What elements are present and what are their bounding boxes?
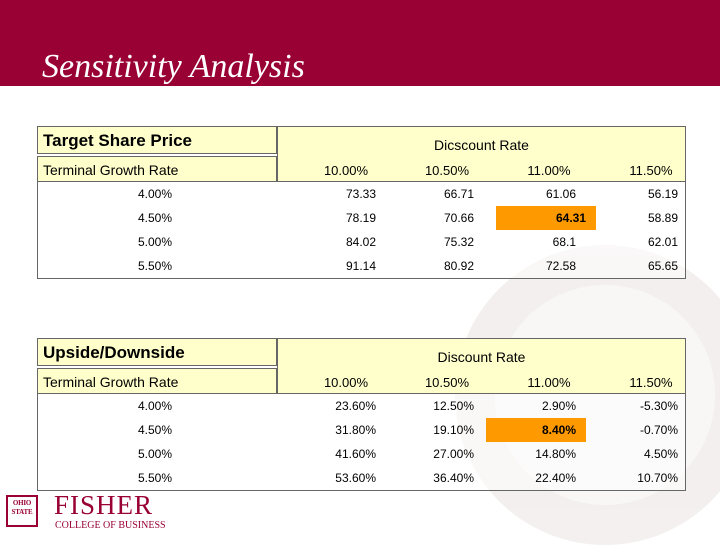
terminal-growth-label: Terminal Growth Rate — [37, 368, 277, 394]
upside-downside-section: Upside/Downside Terminal Growth Rate Dis… — [37, 338, 686, 491]
growth-rate-cell: 4.50% — [138, 423, 173, 437]
upside-downside-header: Upside/Downside Terminal Growth Rate Dis… — [37, 338, 686, 394]
share-price-grid: 4.00% 73.33 66.71 61.06 56.19 4.50% 78.1… — [37, 182, 686, 279]
value-cell: 58.89 — [647, 211, 678, 225]
terminal-growth-label: Terminal Growth Rate — [37, 156, 277, 182]
table-row: 4.00% 73.33 66.71 61.06 56.19 — [38, 182, 685, 206]
value-cell: 14.80% — [535, 447, 576, 461]
value-cell: 73.33 — [345, 187, 376, 201]
column-header: 10.50% — [424, 163, 470, 178]
value-cell: 23.60% — [335, 399, 376, 413]
fisher-wordmark: FISHER — [54, 490, 154, 520]
value-cell: 66.71 — [443, 187, 474, 201]
column-header: 11.50% — [629, 375, 673, 390]
share-price-title: Target Share Price — [37, 126, 277, 154]
share-price-header: Target Share Price Terminal Growth Rate … — [37, 126, 686, 182]
table-row: 5.00% 41.60% 27.00% 14.80% 4.50% — [38, 442, 685, 466]
upside-downside-title: Upside/Downside — [37, 338, 277, 366]
value-cell: 22.40% — [535, 471, 576, 485]
value-cell: 80.92 — [443, 259, 474, 273]
value-cell: 91.14 — [345, 259, 376, 273]
value-cell: 10.70% — [637, 471, 678, 485]
column-header: 10.00% — [323, 163, 369, 178]
value-cell: 19.10% — [433, 423, 474, 437]
growth-rate-cell: 5.50% — [138, 259, 173, 273]
table-row: 5.50% 91.14 80.92 72.58 65.65 — [38, 254, 685, 278]
value-cell: 36.40% — [433, 471, 474, 485]
value-cell: 12.50% — [433, 399, 474, 413]
value-cell: 84.02 — [345, 235, 376, 249]
value-cell: 56.19 — [647, 187, 678, 201]
value-cell: 27.00% — [433, 447, 474, 461]
column-header: 11.00% — [527, 375, 571, 390]
column-header: 10.50% — [424, 375, 470, 390]
growth-rate-cell: 4.50% — [138, 211, 173, 225]
column-header: 10.00% — [323, 375, 369, 390]
table-row: 5.00% 84.02 75.32 68.1 62.01 — [38, 230, 685, 254]
value-cell: 41.60% — [335, 447, 376, 461]
table-row: 4.00% 23.60% 12.50% 2.90% -5.30% — [38, 394, 685, 418]
college-of-business-text: COLLEGE OF BUSINESS — [55, 520, 166, 531]
table-row: 4.50% 31.80% 19.10% 8.40% -0.70% — [38, 418, 685, 442]
table-row: 4.50% 78.19 70.66 64.31 58.89 — [38, 206, 685, 230]
column-header: 11.50% — [629, 163, 673, 178]
discount-rate-header: Discount Rate 10.00% 10.50% 11.00% 11.50… — [277, 338, 686, 394]
value-cell: 70.66 — [443, 211, 474, 225]
table-row: 5.50% 53.60% 36.40% 22.40% 10.70% — [38, 466, 685, 490]
highlighted-value-cell: 64.31 — [496, 206, 596, 230]
value-cell: 2.90% — [541, 399, 576, 413]
ohio-state-seal: OHIO STATE — [6, 495, 38, 527]
column-header: 11.00% — [527, 163, 571, 178]
value-cell: 31.80% — [335, 423, 376, 437]
value-cell: 72.58 — [545, 259, 576, 273]
seal-text: OHIO — [12, 499, 32, 507]
value-cell: 61.06 — [545, 187, 576, 201]
value-cell: -0.70% — [639, 423, 678, 437]
value-cell: 78.19 — [345, 211, 376, 225]
growth-rate-cell: 4.00% — [138, 187, 173, 201]
growth-rate-cell: 4.00% — [138, 399, 173, 413]
discount-rate-title: Dicscount Rate — [434, 137, 529, 153]
growth-rate-cell: 5.00% — [138, 447, 173, 461]
value-cell: 68.1 — [552, 235, 576, 249]
growth-rate-cell: 5.50% — [138, 471, 173, 485]
highlighted-value-cell: 8.40% — [486, 418, 586, 442]
share-price-section: Target Share Price Terminal Growth Rate … — [37, 126, 686, 279]
slide-title: Sensitivity Analysis — [42, 48, 305, 85]
value-cell: 53.60% — [335, 471, 376, 485]
seal-text: STATE — [11, 508, 33, 516]
value-cell: 65.65 — [647, 259, 678, 273]
value-cell: 75.32 — [443, 235, 474, 249]
title-banner — [0, 0, 720, 86]
discount-rate-title: Discount Rate — [437, 349, 526, 365]
growth-rate-cell: 5.00% — [138, 235, 173, 249]
value-cell: 4.50% — [643, 447, 678, 461]
discount-rate-header: Dicscount Rate 10.00% 10.50% 11.00% 11.5… — [277, 126, 686, 182]
value-cell: -5.30% — [639, 399, 678, 413]
upside-downside-grid: 4.00% 23.60% 12.50% 2.90% -5.30% 4.50% 3… — [37, 394, 686, 491]
value-cell: 62.01 — [647, 235, 678, 249]
